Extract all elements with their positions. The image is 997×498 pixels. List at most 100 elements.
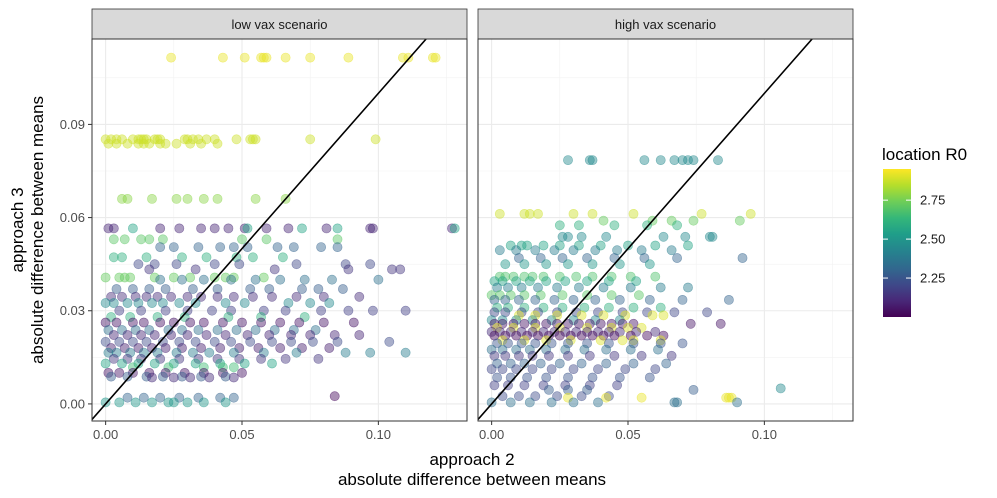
gridlines (92, 39, 467, 421)
data-point (486, 344, 497, 355)
data-point (655, 282, 666, 293)
data-point (108, 330, 119, 340)
x-tick-label: 0.10 (366, 427, 391, 442)
data-point (185, 138, 196, 149)
data-point (527, 364, 538, 374)
data-point (680, 231, 691, 242)
data-point (576, 310, 587, 321)
data-point (318, 317, 329, 328)
data-point (576, 231, 587, 242)
data-point (288, 242, 299, 252)
data-point (365, 223, 376, 234)
identity-line (92, 39, 427, 420)
data-point (106, 291, 116, 302)
data-point (166, 330, 176, 340)
data-point (672, 220, 682, 231)
data-point (535, 358, 546, 369)
data-point (631, 276, 642, 287)
data-point (245, 134, 256, 145)
data-point (329, 391, 340, 402)
data-point (535, 253, 546, 263)
data-point (593, 397, 603, 408)
x-tick-label: 0.00 (93, 427, 118, 442)
data-point (427, 52, 438, 63)
data-point (623, 240, 633, 251)
data-point (190, 336, 201, 347)
data-point (644, 294, 655, 305)
data-point (245, 336, 256, 347)
data-point (149, 259, 160, 270)
data-point (196, 138, 206, 149)
data-point (587, 372, 598, 383)
data-point (297, 284, 307, 294)
data-point (217, 362, 228, 373)
data-point (261, 223, 272, 234)
point-layer (486, 155, 786, 408)
data-point (327, 274, 337, 285)
data-point (397, 52, 408, 63)
data-point (297, 223, 307, 234)
data-point (604, 276, 614, 287)
panel-low-vax: low vax scenario 0.00 0.05 0.10 0.000.030.… (60, 8, 468, 442)
data-point (152, 291, 163, 302)
data-point (634, 290, 644, 301)
data-point (568, 315, 579, 325)
data-point (108, 353, 119, 364)
data-point (367, 223, 378, 234)
data-point (193, 353, 204, 364)
data-point (514, 350, 524, 361)
data-point (171, 193, 182, 204)
data-point (625, 344, 636, 355)
data-point (280, 305, 291, 316)
data-point (209, 336, 220, 347)
data-point (269, 264, 280, 275)
data-point (497, 276, 508, 287)
panel-background (92, 39, 467, 421)
data-point (316, 305, 326, 316)
data-point (201, 252, 212, 263)
data-point (601, 392, 612, 403)
data-point (256, 353, 266, 364)
legend-tick-label: 2.75 (920, 193, 945, 208)
data-point (598, 215, 609, 226)
data-point (527, 350, 538, 361)
data-point (514, 294, 524, 305)
data-point (650, 364, 661, 374)
data-point (201, 330, 212, 340)
data-point (642, 307, 652, 318)
data-point (387, 264, 397, 275)
data-point (160, 343, 171, 353)
data-point (305, 52, 316, 63)
data-point (367, 305, 378, 316)
data-point (552, 282, 562, 293)
data-point (598, 310, 609, 321)
data-point (226, 274, 236, 285)
data-point (130, 325, 141, 335)
data-point (117, 252, 127, 263)
data-point (497, 315, 508, 325)
data-point (138, 317, 149, 328)
data-point (533, 282, 543, 293)
data-point (291, 259, 302, 270)
data-point (141, 252, 152, 263)
data-point (489, 294, 500, 305)
data-point (494, 208, 505, 219)
data-point (343, 264, 354, 275)
data-point (584, 155, 595, 165)
data-point (138, 347, 149, 358)
data-point (533, 330, 543, 341)
data-point (247, 252, 258, 263)
data-point (250, 193, 261, 204)
data-point (133, 259, 144, 270)
x-tick-label: 0.05 (229, 427, 254, 442)
data-point (100, 298, 111, 308)
data-point (250, 274, 261, 285)
data-point (530, 391, 541, 402)
data-point (516, 282, 527, 293)
data-point (220, 272, 231, 283)
data-point (286, 330, 296, 340)
data-point (332, 242, 343, 252)
data-point (177, 252, 187, 263)
data-point (147, 298, 157, 308)
data-point (321, 223, 332, 234)
